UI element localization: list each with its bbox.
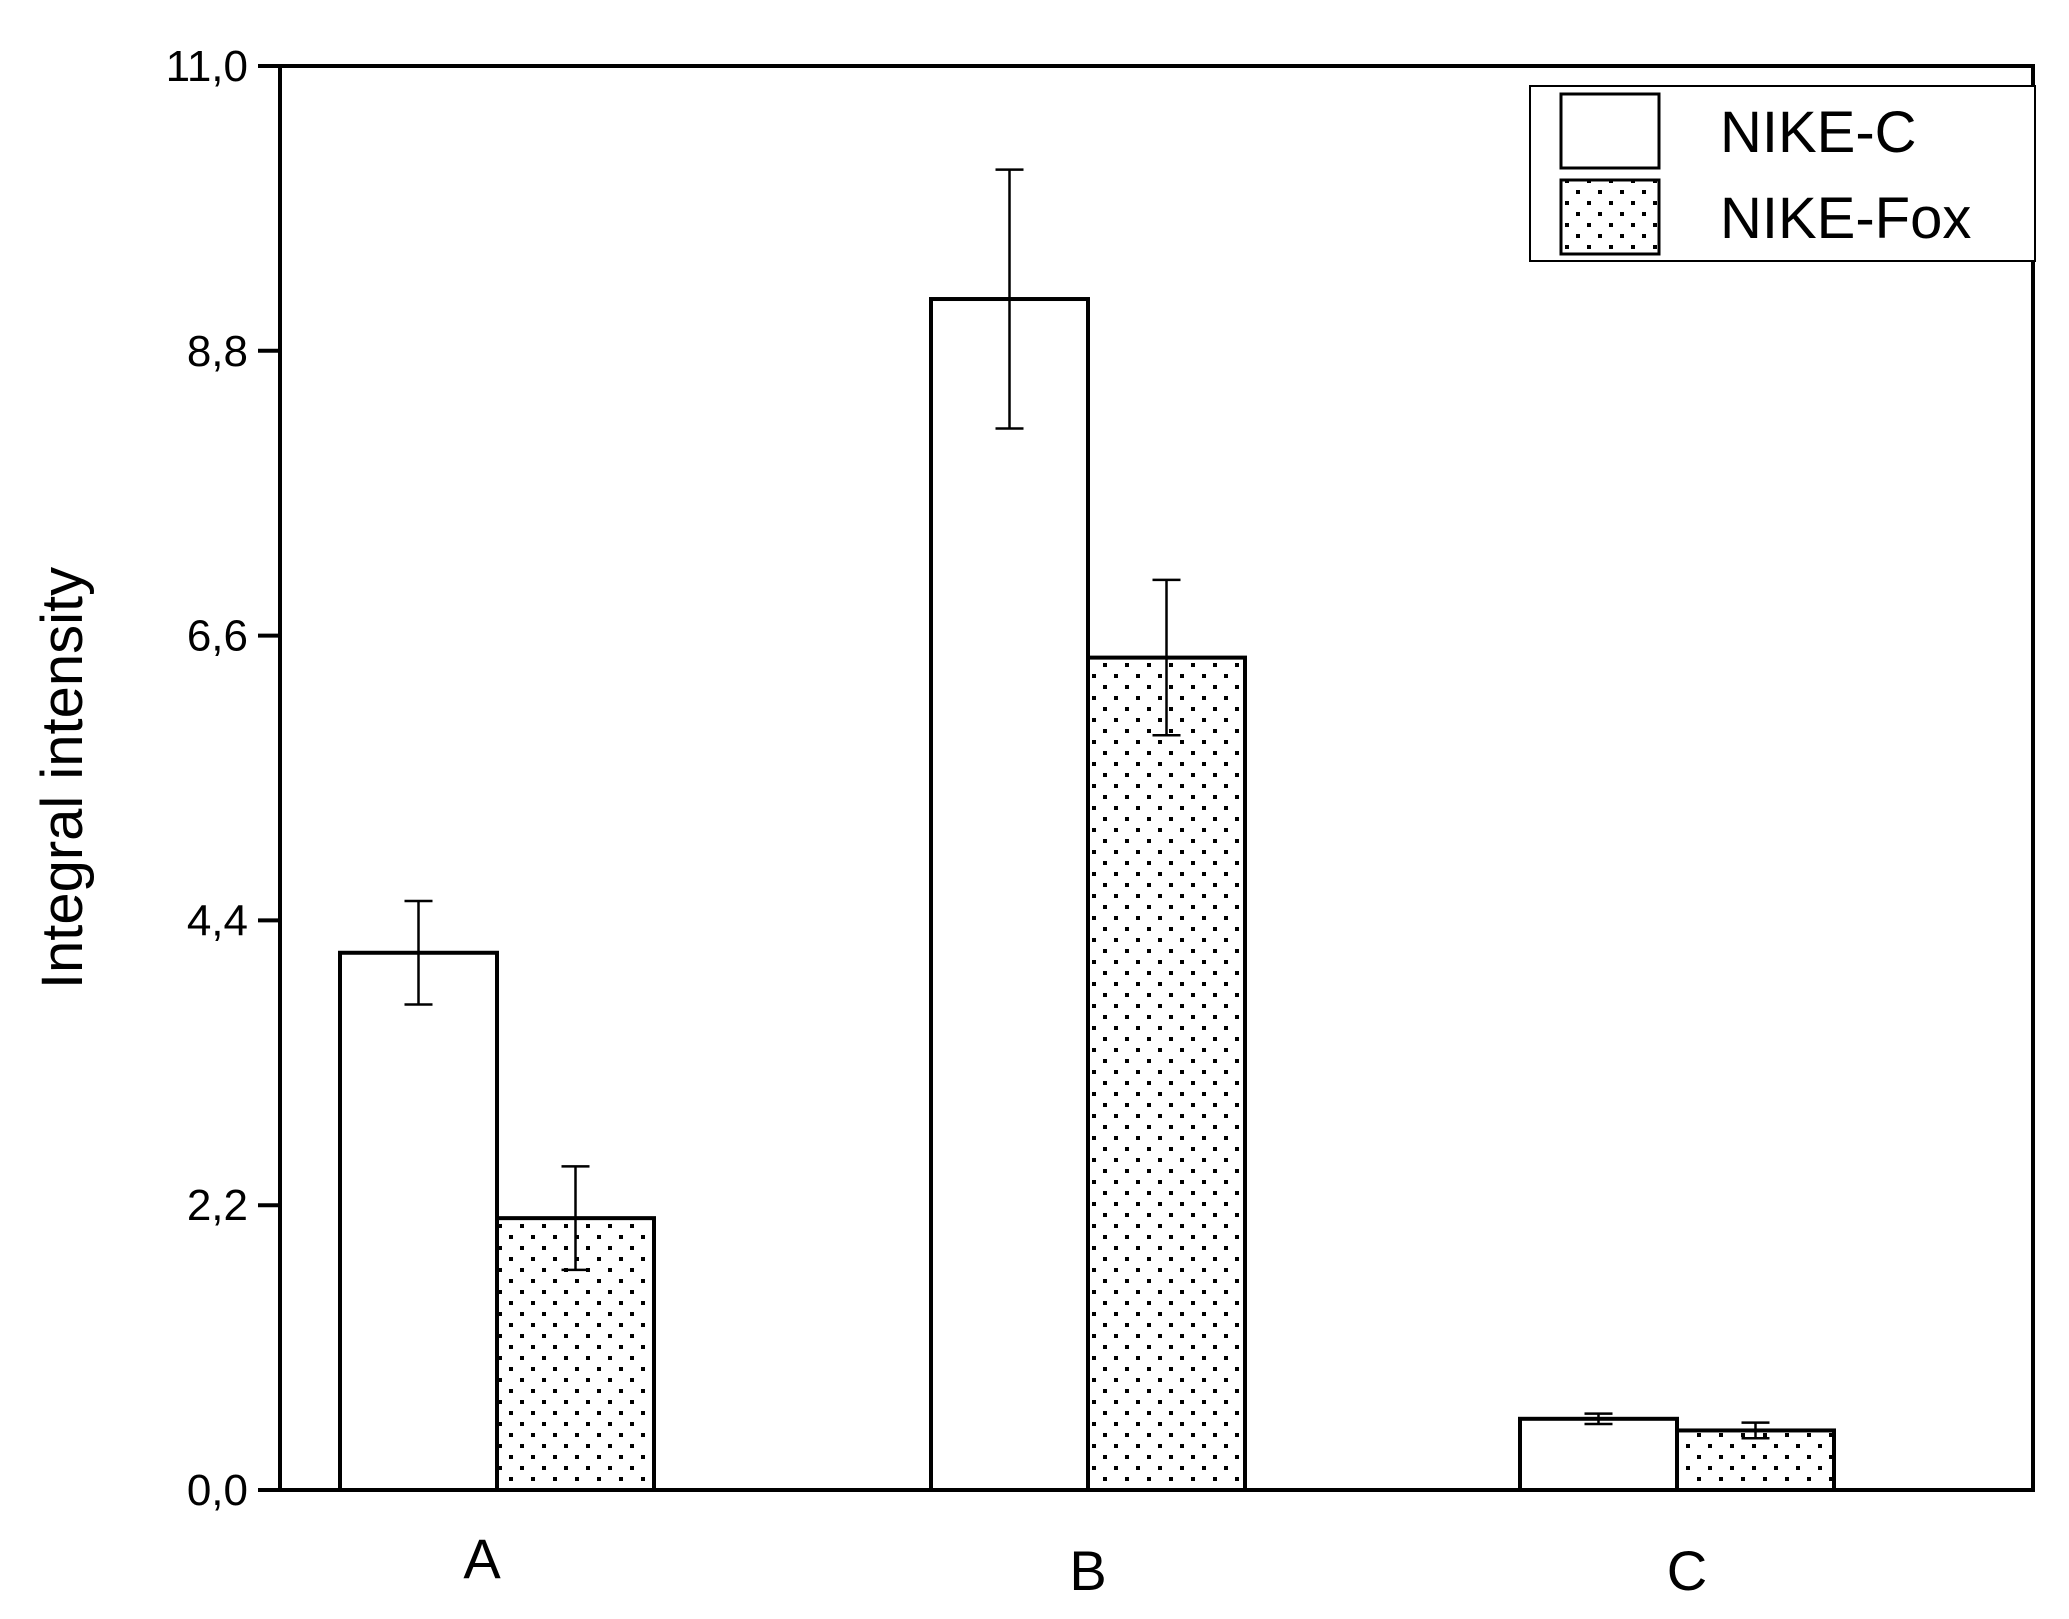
bars-group	[338, 168, 1836, 1493]
legend-swatch-nike-c	[1559, 92, 1661, 170]
legend-label-nike-c: NIKE-C	[1720, 100, 1917, 165]
y-tick-label-2: 4,4	[187, 896, 248, 945]
bar-c-nike-c	[1518, 1416, 1679, 1493]
y-tick-label-3: 6,6	[187, 612, 248, 661]
y-axis-title: Integral intensity	[30, 567, 95, 989]
bar-b-nike-c	[929, 297, 1090, 1492]
y-tick-label-4: 8,8	[187, 327, 248, 376]
x-category-label-a: A	[463, 1527, 501, 1590]
y-tick-label-5: 11,0	[166, 42, 248, 91]
legend: NIKE-C NIKE-Fox	[1529, 85, 2036, 262]
x-axis: A B C	[463, 1527, 1707, 1602]
y-tick-label-1: 2,2	[187, 1181, 248, 1230]
legend-swatch-nike-fox	[1559, 178, 1661, 256]
legend-label-nike-fox: NIKE-Fox	[1720, 186, 1971, 251]
x-category-label-b: B	[1069, 1539, 1106, 1602]
bar-b-nike-fox	[1086, 655, 1247, 1492]
bar-a-nike-c	[338, 950, 499, 1492]
y-tick-label-0: 0,0	[187, 1466, 248, 1515]
x-category-label-c: C	[1667, 1539, 1707, 1602]
y-axis: 0,0 2,2 4,4 6,6 8,8 11,0	[166, 42, 280, 1515]
